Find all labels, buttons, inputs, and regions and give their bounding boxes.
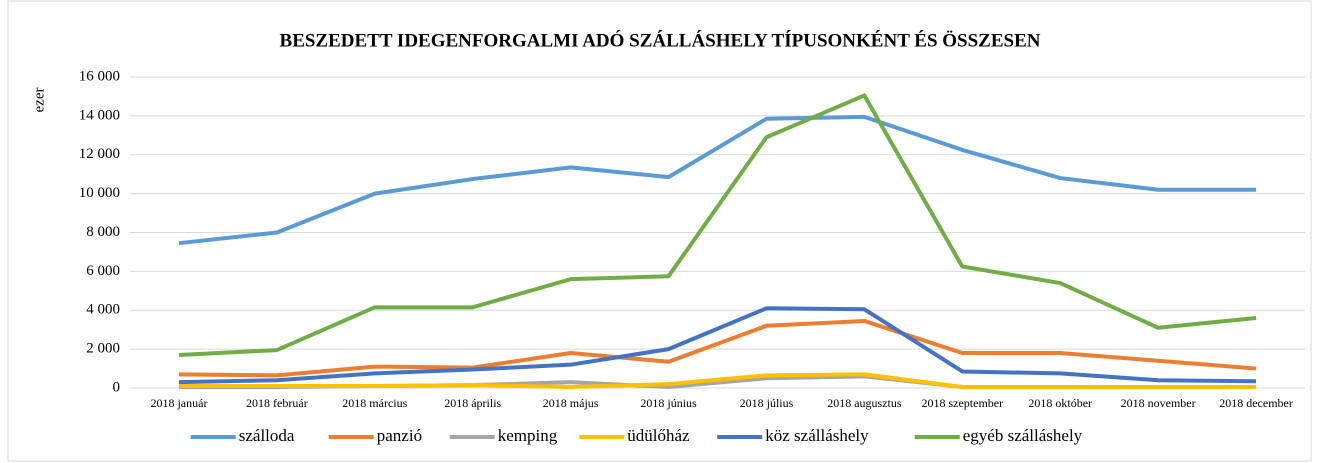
x-tick-label: 2018 október — [1028, 396, 1092, 410]
y-tick-label: 16 000 — [79, 68, 120, 84]
series-line — [178, 93, 1257, 357]
y-tick-label: 12 000 — [79, 146, 120, 162]
x-tick-label: 2018 április — [444, 396, 501, 410]
y-tick-label: 8 000 — [86, 224, 120, 240]
x-tick-label: 2018 december — [1219, 396, 1293, 410]
x-tick-label: 2018 június — [640, 396, 697, 410]
series-line — [178, 114, 1257, 246]
x-tick-label: 2018 július — [740, 396, 794, 410]
chart-frame — [7, 0, 1312, 462]
y-tick-label: 10 000 — [79, 185, 120, 201]
x-tick-label: 2018 szeptember — [921, 396, 1003, 410]
x-tick-label: 2018 március — [342, 396, 407, 410]
legend-label: egyéb szálláshely — [963, 426, 1083, 445]
series-line — [178, 372, 1257, 390]
y-tick-label: 6 000 — [86, 263, 120, 279]
x-tick-label: 2018 november — [1121, 396, 1196, 410]
x-tick-label: 2018 január — [150, 396, 207, 410]
y-axis-label: ezer — [31, 88, 47, 113]
x-tick-label: 2018 augusztus — [827, 396, 902, 410]
series-line — [178, 318, 1257, 378]
y-tick-label: 14 000 — [79, 107, 120, 123]
y-tick-label: 2 000 — [86, 341, 120, 357]
legend-label: köz szálláshely — [765, 426, 869, 445]
legend-label: panzió — [377, 426, 422, 445]
legend-label: üdülőház — [627, 426, 690, 445]
x-tick-label: 2018 május — [543, 396, 599, 410]
x-tick-label: 2018 február — [246, 396, 308, 410]
chart-title: BESZEDETT IDEGENFORGALMI ADÓ SZÁLLÁSHELY… — [280, 29, 1041, 51]
series-line — [178, 306, 1257, 385]
legend-label: kemping — [498, 426, 558, 445]
legend-label: szálloda — [239, 426, 295, 445]
y-tick-label: 4 000 — [86, 302, 120, 318]
y-tick-label: 0 — [113, 379, 121, 395]
